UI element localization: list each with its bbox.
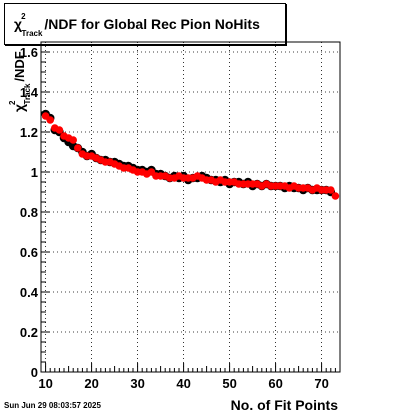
data-point-red bbox=[74, 144, 82, 152]
x-tick-label: 30 bbox=[130, 376, 144, 391]
x-tick-label: 50 bbox=[222, 376, 236, 391]
plot-frame bbox=[40, 41, 341, 373]
x-tick-label: 40 bbox=[176, 376, 190, 391]
data-point-red bbox=[46, 116, 54, 124]
y-tick-label: 1.2 bbox=[20, 125, 38, 140]
y-tick-label: 1.4 bbox=[20, 85, 39, 100]
y-tick-label: 0.4 bbox=[20, 285, 39, 300]
axis-tick-labels: 10 20 30 40 50 60 70 0 0.2 0.4 0.6 0.8 1 1.2 1.4 1.6 bbox=[20, 45, 329, 391]
y-tick-label: 0.8 bbox=[20, 205, 38, 220]
data-points bbox=[41, 109, 340, 200]
x-axis-title: No. of Fit Points bbox=[231, 397, 339, 413]
axis-ticks bbox=[40, 51, 341, 373]
data-point-red bbox=[55, 126, 64, 134]
y-axis-title-text: /NDF bbox=[12, 51, 27, 81]
y-axis-title-sub: Track bbox=[23, 83, 32, 104]
chart-title-sup: 2 bbox=[21, 12, 26, 21]
chart-title-sub: Track bbox=[22, 29, 43, 38]
data-point-red bbox=[331, 192, 340, 200]
timestamp-label: Sun Jun 29 08:03:57 2025 bbox=[4, 401, 101, 410]
chart-title: χ2 Track/NDF for Global Rec Pion NoHits bbox=[14, 12, 260, 38]
x-tick-label: 20 bbox=[84, 376, 98, 391]
y-axis-title: χ2 Track/NDF bbox=[8, 51, 32, 112]
x-tick-label: 60 bbox=[268, 376, 282, 391]
y-tick-label: 1.6 bbox=[20, 45, 38, 60]
y-axis-title-sup: 2 bbox=[8, 100, 17, 105]
chart-title-chi: χ bbox=[14, 16, 22, 32]
y-tick-label: 0.6 bbox=[20, 245, 38, 260]
chart-title-text: /NDF for Global Rec Pion NoHits bbox=[44, 16, 260, 32]
x-tick-label: 10 bbox=[38, 376, 52, 391]
grid-lines bbox=[41, 42, 340, 373]
chart-title-box bbox=[4, 3, 286, 45]
y-tick-label: 1 bbox=[31, 165, 38, 180]
y-tick-label: 0 bbox=[31, 365, 38, 380]
data-point-red bbox=[69, 136, 77, 144]
y-axis-title-chi: χ bbox=[11, 104, 27, 112]
data-point-red bbox=[327, 186, 335, 194]
y-tick-label: 0.2 bbox=[20, 325, 38, 340]
x-tick-label: 70 bbox=[314, 376, 328, 391]
